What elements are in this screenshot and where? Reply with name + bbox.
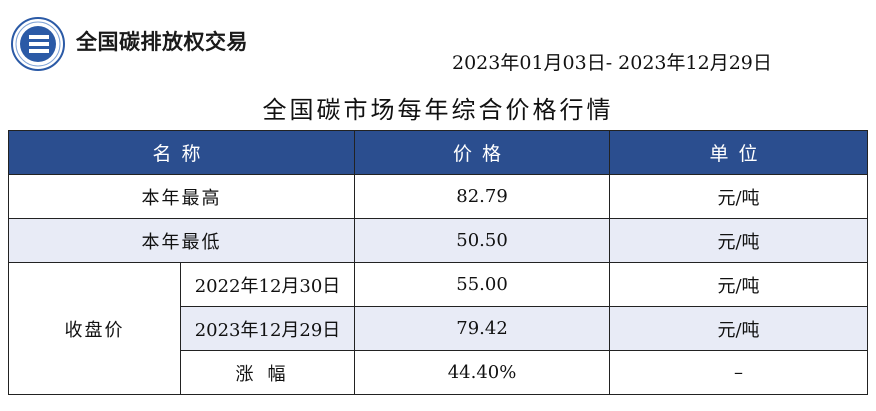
- page-title: 全国碳市场每年综合价格行情: [262, 96, 614, 124]
- price-close-curr: 79.42: [354, 306, 611, 351]
- table-row-change: 涨幅 44.40% –: [9, 350, 869, 395]
- row-label-low: 本年最低: [7, 218, 356, 263]
- table-row-low: 本年最低 50.50 元/吨: [7, 218, 869, 263]
- column-header-price: 价格: [354, 130, 611, 175]
- close-prev-date: 2022年12月30日: [179, 262, 356, 307]
- close-curr-date: 2023年12月29日: [179, 306, 356, 351]
- column-header-unit: 单位: [609, 130, 869, 175]
- table-row-high: 本年最高 82.79 元/吨: [7, 174, 869, 219]
- unit-high: 元/吨: [609, 174, 869, 219]
- table-row-close-prev: 收盘价 2022年12月30日 55.00 元/吨: [8, 262, 869, 395]
- column-header-name: 名称: [7, 130, 356, 175]
- price-close-prev: 55.00: [354, 262, 611, 307]
- unit-close-prev: 元/吨: [609, 262, 869, 307]
- price-low: 50.50: [354, 218, 611, 263]
- row-label-close: 收盘价: [8, 262, 181, 395]
- price-table: 名称 价格 单位 本年最高 82.79 元/吨 本年最低 50.50 元/吨 收…: [7, 130, 869, 395]
- unit-low: 元/吨: [609, 218, 869, 263]
- carbon-exchange-logo-icon: [11, 17, 65, 71]
- row-label-change: 涨幅: [179, 350, 356, 395]
- price-high: 82.79: [354, 174, 611, 219]
- unit-close-curr: 元/吨: [609, 306, 869, 351]
- brand-name: 全国碳排放权交易: [76, 29, 248, 54]
- date-range: 2023年01月03日- 2023年12月29日: [452, 52, 772, 74]
- price-change: 44.40%: [354, 350, 611, 395]
- table-row-close-curr: 2023年12月29日 79.42 元/吨: [9, 306, 869, 351]
- table-header-row: 名称 价格 单位: [7, 130, 869, 175]
- row-label-high: 本年最高: [7, 174, 356, 219]
- unit-change: –: [609, 350, 869, 395]
